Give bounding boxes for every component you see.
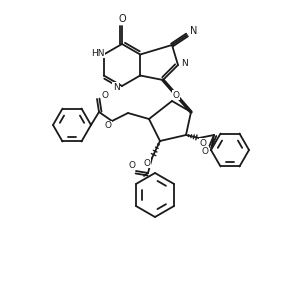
Text: HN: HN xyxy=(91,49,105,58)
Text: O: O xyxy=(105,122,111,130)
Text: O: O xyxy=(202,146,208,156)
Text: N: N xyxy=(182,59,188,69)
Text: O: O xyxy=(118,14,126,24)
Text: O: O xyxy=(129,161,135,169)
Text: N: N xyxy=(190,26,198,36)
Text: O: O xyxy=(102,91,109,100)
Text: N: N xyxy=(113,83,119,91)
Text: O: O xyxy=(199,139,206,147)
Text: O: O xyxy=(173,91,180,100)
Text: O: O xyxy=(144,159,151,168)
